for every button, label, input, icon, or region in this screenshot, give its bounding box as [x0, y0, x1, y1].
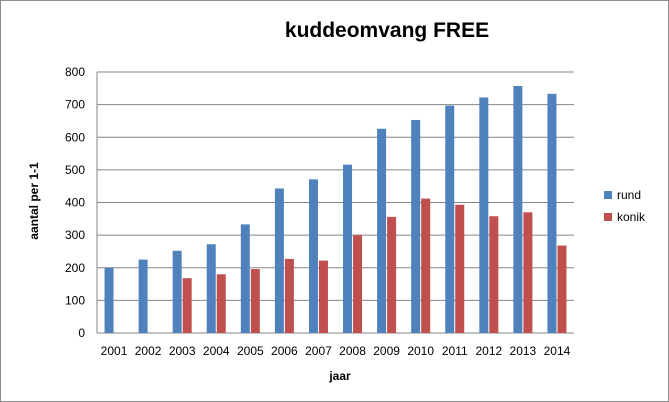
bar-rund-2008 — [343, 164, 353, 333]
bar-rund-2006 — [274, 188, 284, 333]
x-tick-label-2011: 2011 — [442, 344, 468, 358]
bar-konik-2005 — [250, 269, 260, 333]
x-tick-label-2013: 2013 — [510, 344, 537, 358]
x-axis-label: jaar — [329, 369, 351, 383]
x-tick-label-2014: 2014 — [544, 344, 571, 358]
y-tick-label-200: 200 — [65, 261, 85, 275]
y-tick-label-100: 100 — [65, 293, 85, 307]
x-tick-label-2001: 2001 — [101, 344, 128, 358]
bar-rund-2009 — [377, 128, 387, 333]
bar-konik-2007 — [318, 260, 328, 333]
bar-konik-2008 — [353, 235, 363, 333]
x-tick-label-2008: 2008 — [339, 344, 366, 358]
legend-item-konik: konik — [604, 206, 645, 228]
legend-label-konik: konik — [617, 210, 646, 224]
bar-konik-2012 — [489, 216, 499, 333]
legend-item-rund: rund — [604, 184, 645, 206]
bar-rund-2014 — [547, 93, 557, 333]
bar-konik-2006 — [284, 258, 294, 333]
bar-konik-2009 — [387, 216, 397, 333]
bar-rund-2001 — [104, 267, 114, 333]
bar-konik-2013 — [523, 212, 533, 333]
y-tick-label-500: 500 — [65, 163, 85, 177]
legend-swatch-rund — [604, 191, 612, 199]
bar-rund-2004 — [206, 244, 216, 333]
y-tick-label-300: 300 — [65, 228, 85, 242]
bar-rund-2002 — [138, 259, 148, 333]
bar-rund-2013 — [513, 86, 523, 333]
bar-rund-2005 — [240, 224, 250, 333]
y-tick-label-400: 400 — [65, 196, 85, 210]
y-tick-label-600: 600 — [65, 130, 85, 144]
x-tick-label-2006: 2006 — [271, 344, 298, 358]
x-tick-label-2009: 2009 — [373, 344, 400, 358]
bar-konik-2003 — [182, 278, 192, 333]
x-tick-label-2003: 2003 — [169, 344, 196, 358]
y-tick-label-700: 700 — [65, 98, 85, 112]
bar-rund-2007 — [308, 179, 318, 333]
x-tick-label-2002: 2002 — [135, 344, 162, 358]
x-tick-label-2010: 2010 — [407, 344, 434, 358]
bar-rund-2003 — [172, 250, 182, 333]
x-tick-label-2007: 2007 — [305, 344, 332, 358]
bar-rund-2011 — [445, 105, 455, 333]
x-tick-label-2012: 2012 — [475, 344, 502, 358]
bar-rund-2010 — [411, 119, 421, 334]
legend-swatch-konik — [604, 213, 612, 221]
y-tick-label-800: 800 — [65, 65, 85, 79]
bar-konik-2014 — [557, 245, 567, 333]
bar-rund-2012 — [479, 97, 489, 333]
y-tick-label-0: 0 — [78, 326, 85, 340]
bar-konik-2011 — [455, 204, 465, 333]
bar-konik-2010 — [421, 198, 431, 333]
chart-title: kuddeomvang FREE — [284, 19, 490, 42]
x-tick-label-2005: 2005 — [237, 344, 264, 358]
bar-konik-2004 — [216, 274, 226, 333]
legend-label-rund: rund — [617, 188, 642, 202]
x-tick-label-2004: 2004 — [203, 344, 230, 358]
legend: rund konik — [604, 184, 645, 228]
